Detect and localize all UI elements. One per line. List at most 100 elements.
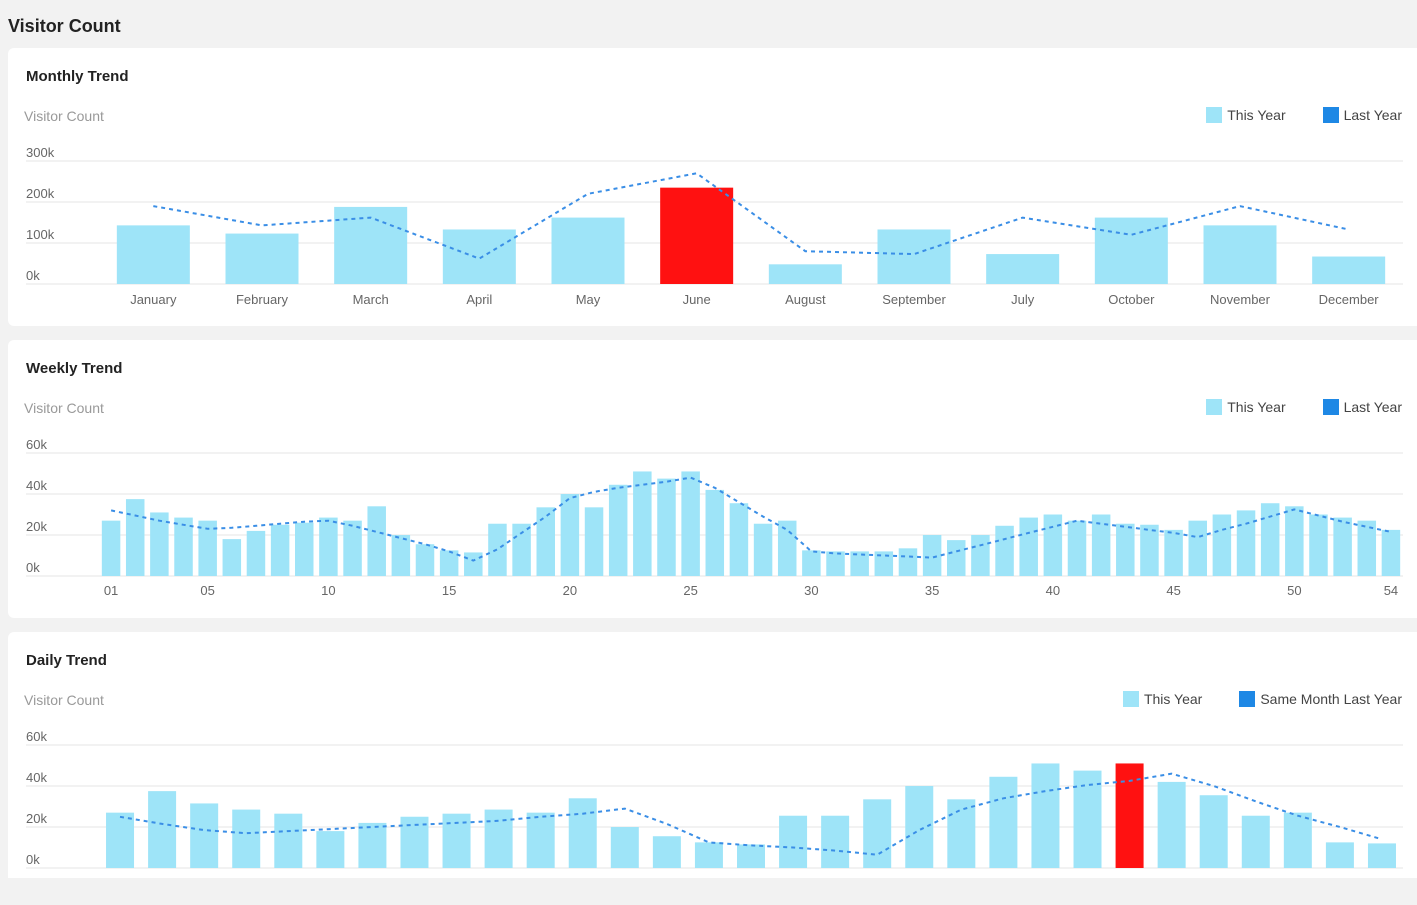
bar <box>610 827 639 868</box>
bar <box>295 522 314 576</box>
bar <box>652 836 681 868</box>
last-year-line <box>119 772 1383 856</box>
highlighted-bar <box>660 187 734 284</box>
legend-swatch-last-year-icon <box>1239 691 1256 707</box>
bar <box>737 844 765 868</box>
bar <box>106 812 135 868</box>
bar <box>1157 781 1186 868</box>
bar <box>922 535 942 576</box>
legend-swatch-this-year-icon <box>1206 399 1223 415</box>
y-tick-label: 40k <box>26 478 47 493</box>
y-tick-label: 60k <box>26 729 47 744</box>
y-tick-label: 300k <box>26 145 55 160</box>
bar <box>225 233 299 284</box>
bar <box>995 525 1014 576</box>
monthly-trend-card: Monthly Trend Visitor Count This Year La… <box>8 48 1417 326</box>
chart-title: Daily Trend <box>26 652 107 669</box>
y-tick-label: 200k <box>26 186 55 201</box>
bar <box>270 524 290 576</box>
legend-item-last-year[interactable]: Same Month Last Year <box>1239 691 1402 707</box>
legend-item-this-year[interactable]: This Year <box>1122 691 1203 707</box>
bar <box>484 809 513 868</box>
bar <box>989 776 1018 868</box>
daily-trend-chart: 0k 20k 40k 60k <box>26 729 1403 869</box>
bar <box>148 791 177 868</box>
bar <box>536 507 555 576</box>
bar <box>986 254 1060 284</box>
bar <box>232 809 261 868</box>
bar <box>1116 523 1135 576</box>
bar <box>316 831 345 868</box>
bar <box>1357 520 1377 576</box>
legend-label: Last Year <box>1343 399 1402 415</box>
bar <box>705 489 725 576</box>
bar <box>850 551 869 576</box>
bar <box>1140 524 1159 576</box>
bar <box>681 471 700 576</box>
legend-swatch-this-year-icon <box>1206 107 1223 123</box>
x-tick-label: 10 <box>321 583 335 598</box>
bar <box>877 229 951 284</box>
x-tick-label: April <box>466 292 492 307</box>
x-tick-label: October <box>1108 292 1155 307</box>
legend-item-last-year[interactable]: Last Year <box>1322 399 1402 415</box>
bar <box>1285 506 1304 576</box>
legend-label: This Year <box>1143 691 1203 707</box>
bar <box>560 494 580 576</box>
legend-item-this-year[interactable]: This Year <box>1206 107 1286 123</box>
y-axis-title: Visitor Count <box>24 692 104 708</box>
bar <box>174 517 193 576</box>
bar <box>125 499 145 576</box>
y-tick-label: 100k <box>26 227 55 242</box>
bar <box>198 520 217 576</box>
bar <box>367 506 386 576</box>
bar <box>442 229 516 284</box>
x-tick-label: 45 <box>1166 583 1180 598</box>
y-axis-title: Visitor Count <box>24 400 104 416</box>
y-axis-title: Visitor Count <box>24 108 104 124</box>
x-tick-label: 35 <box>925 583 939 598</box>
legend: This Year Last Year <box>1206 107 1402 123</box>
bar <box>777 520 797 576</box>
bar <box>1309 514 1328 576</box>
bar <box>657 478 676 576</box>
bar <box>358 822 387 868</box>
bar <box>1236 510 1256 576</box>
legend-item-this-year[interactable]: This Year <box>1206 399 1286 415</box>
bar <box>1073 770 1102 868</box>
y-tick-label: 60k <box>26 437 47 452</box>
bar <box>1241 815 1270 868</box>
legend-label: This Year <box>1227 399 1286 415</box>
bar <box>343 520 362 576</box>
y-tick-label: 40k <box>26 770 47 785</box>
bar <box>1043 514 1063 576</box>
x-tick-label: June <box>683 292 711 307</box>
x-tick-label: 30 <box>804 583 818 598</box>
bar <box>1325 842 1354 868</box>
x-tick-label: 50 <box>1287 583 1301 598</box>
x-tick-label: February <box>236 292 289 307</box>
bar <box>1019 517 1038 576</box>
bar <box>1203 225 1277 284</box>
bar <box>190 803 219 868</box>
bar <box>222 539 242 576</box>
bar <box>526 812 555 868</box>
legend-item-last-year[interactable]: Last Year <box>1322 107 1402 123</box>
bar <box>488 523 507 576</box>
legend-label: Same Month Last Year <box>1260 691 1402 707</box>
bar <box>116 225 190 284</box>
page-title: Visitor Count <box>8 16 121 36</box>
bar <box>274 813 303 868</box>
legend: This Year Same Month Last Year <box>1122 691 1402 707</box>
x-tick-label: 54 <box>1384 583 1398 598</box>
last-year-line <box>110 476 1392 562</box>
weekly-trend-card: Weekly Trend Visitor Count This Year Las… <box>8 340 1417 618</box>
legend-label: This Year <box>1227 107 1286 123</box>
bar <box>947 540 966 576</box>
bar <box>826 551 845 576</box>
x-tick-label: December <box>1319 292 1380 307</box>
bar <box>779 815 808 868</box>
x-tick-label: November <box>1210 292 1271 307</box>
bar <box>1381 529 1401 576</box>
chart-title: Monthly Trend <box>26 68 129 85</box>
